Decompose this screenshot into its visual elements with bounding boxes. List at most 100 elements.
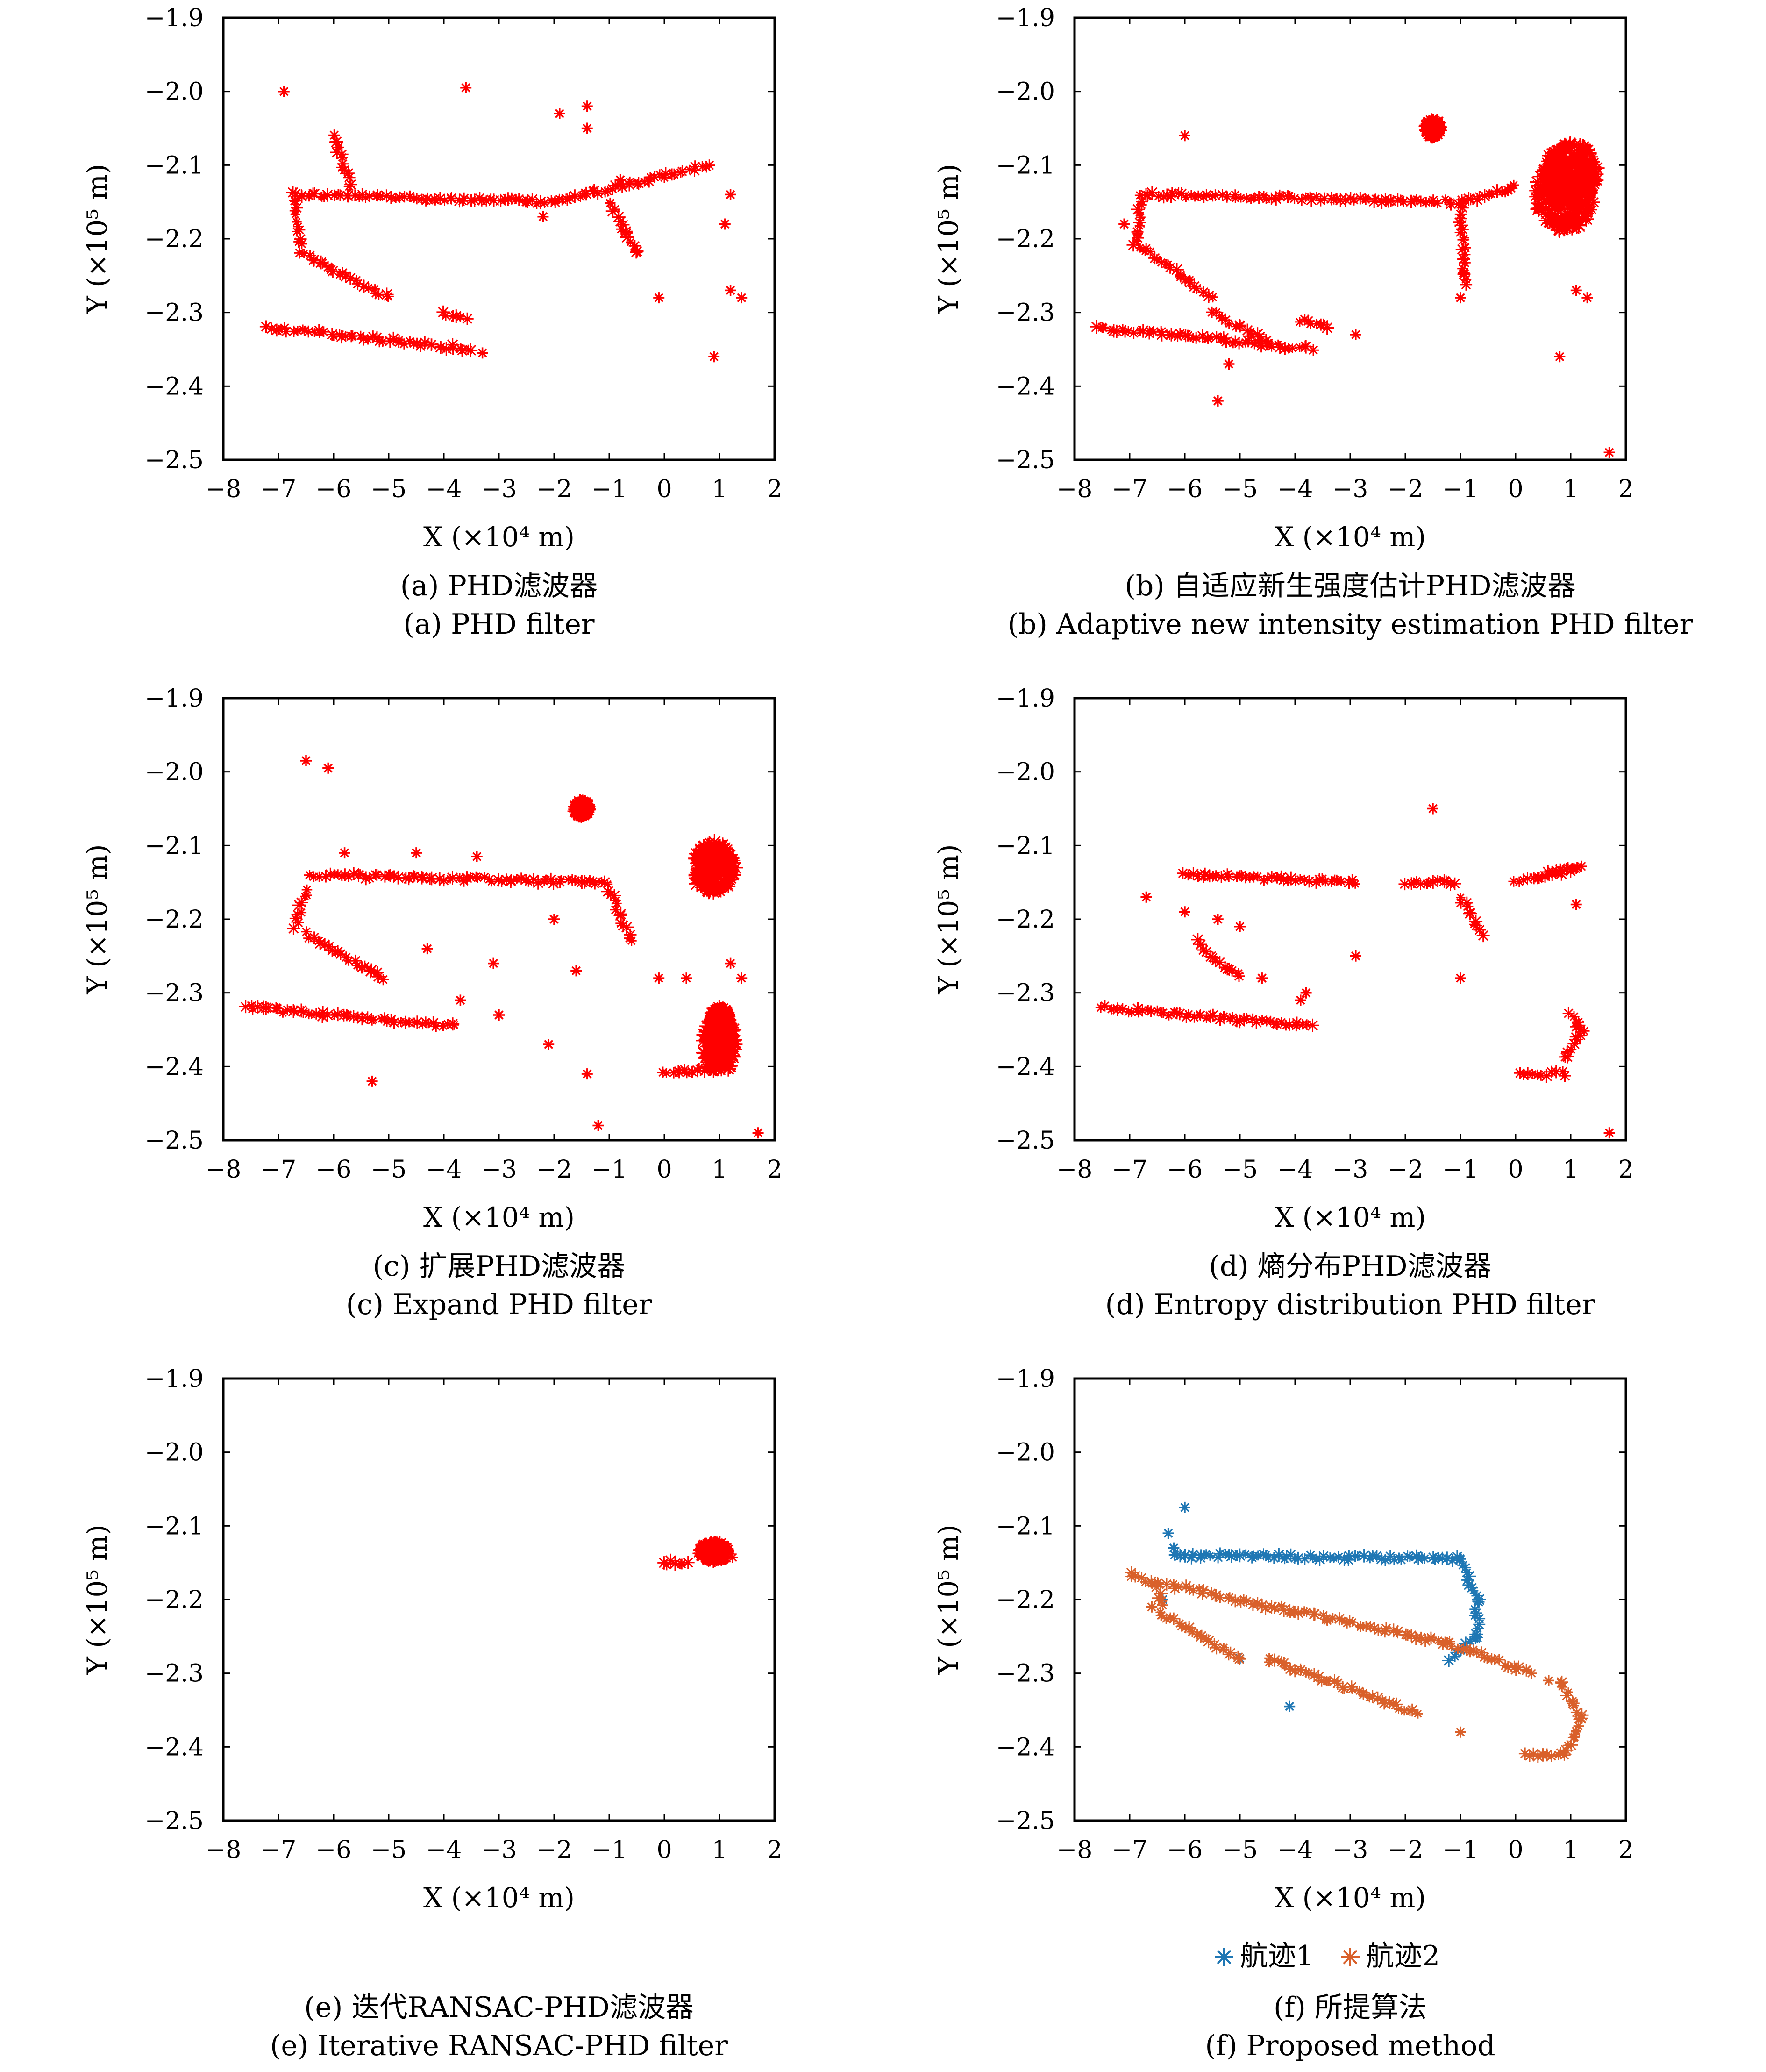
x-tick-label: −1 <box>591 1156 627 1184</box>
x-tick-label: −5 <box>1222 1836 1258 1864</box>
x-tick-label: −4 <box>426 475 462 503</box>
x-axis-label: X (×10⁴ m) <box>1275 1882 1426 1914</box>
x-tick-label: −2 <box>1388 1836 1424 1864</box>
x-tick-label: 0 <box>656 475 672 503</box>
caption-cn: (c) 扩展PHD滤波器 <box>373 1250 625 1283</box>
data-layer <box>657 1536 738 1571</box>
data-layer <box>1095 803 1615 1139</box>
chart-panel-e: −8 −7 −6 −5 −4 −3 −2 −1 0 1 2 −1.9 −2.0 −2.1 −2.2 −2.3 −… <box>81 1365 783 2062</box>
data-point <box>725 285 736 296</box>
y-tick-label: −2.4 <box>996 372 1055 400</box>
data-point <box>1543 1675 1554 1686</box>
legend: 航迹1 航迹2 <box>1215 1940 1440 1972</box>
data-track <box>1264 1653 1423 1719</box>
data-track <box>1126 195 1148 252</box>
x-tick-label: −8 <box>206 1156 242 1184</box>
data-point <box>736 972 748 984</box>
data-track <box>1177 867 1360 889</box>
y-axis-label: Y (×10⁵ m) <box>933 164 964 314</box>
y-axis-label: Y (×10⁵ m) <box>81 844 113 994</box>
data-point <box>543 1039 555 1050</box>
x-tick-label: −5 <box>371 475 407 503</box>
x-tick-label: −1 <box>1443 1156 1479 1184</box>
x-tick-label: −3 <box>1332 475 1368 503</box>
data-track <box>1540 860 1587 882</box>
x-tick-label: 1 <box>1563 1836 1578 1864</box>
series-1 <box>259 82 748 363</box>
data-point <box>322 762 334 774</box>
data-point <box>460 82 472 93</box>
y-axis-label: Y (×10⁵ m) <box>81 164 113 314</box>
data-track <box>1090 320 1319 356</box>
data-track <box>1134 186 1469 211</box>
data-point <box>1455 972 1466 984</box>
data-track <box>239 1000 460 1032</box>
data-point <box>708 351 720 363</box>
x-tick-label: −3 <box>1332 1156 1368 1184</box>
data-point <box>614 174 626 186</box>
x-tick-label: −5 <box>1222 475 1258 503</box>
data-layer <box>239 755 764 1139</box>
y-tick-label: −2.2 <box>996 225 1055 253</box>
y-tick-label: −2.0 <box>145 758 204 786</box>
y-tick-label: −2.3 <box>145 1660 204 1688</box>
y-tick-label: −2.1 <box>145 832 204 860</box>
y-tick-label: −2.4 <box>145 1733 204 1761</box>
x-tick-label: 1 <box>712 1156 727 1184</box>
data-track <box>294 247 394 302</box>
y-tick-label: −2.3 <box>996 299 1055 327</box>
x-tick-label: −5 <box>371 1156 407 1184</box>
data-cluster <box>1418 113 1447 144</box>
y-tick-label: −2.3 <box>145 299 204 327</box>
data-track <box>1191 933 1245 982</box>
data-point <box>725 189 736 200</box>
x-axis-label: X (×10⁴ m) <box>1275 1201 1426 1233</box>
data-point <box>1350 950 1361 962</box>
data-point <box>477 347 488 359</box>
y-tick-label: −2.1 <box>145 151 204 179</box>
caption-cn: (b) 自适应新生强度估计PHD滤波器 <box>1125 570 1575 602</box>
data-point <box>681 972 692 984</box>
data-point <box>1256 972 1268 984</box>
legend-marker <box>1215 1948 1233 1966</box>
data-point <box>1118 218 1130 230</box>
x-tick-label: −4 <box>426 1156 462 1184</box>
y-tick-label: −2.3 <box>996 1660 1055 1688</box>
data-point <box>1603 447 1615 458</box>
y-tick-label: −2.4 <box>145 1053 204 1081</box>
x-tick-label: 1 <box>712 475 727 503</box>
x-tick-label: −6 <box>316 1836 352 1864</box>
data-point <box>1140 891 1152 903</box>
data-track <box>605 197 644 259</box>
y-tick-label: −2.2 <box>145 1586 204 1614</box>
data-point <box>278 86 290 97</box>
data-point <box>1554 351 1566 363</box>
x-tick-label: −8 <box>1057 1836 1093 1864</box>
data-point <box>537 211 549 222</box>
chart-panel-c: −8 −7 −6 −5 −4 −3 −2 −1 0 1 2 −1.9 −2.0 −2.1 −2.2 −2.3 −… <box>81 685 783 1321</box>
data-track <box>328 129 357 192</box>
y-tick-label: −2.0 <box>145 78 204 106</box>
data-track <box>304 867 613 890</box>
data-cluster <box>693 1536 735 1568</box>
x-tick-label: 2 <box>1618 1156 1633 1184</box>
x-tick-label: −4 <box>1277 475 1313 503</box>
chart-panel-a: −8 −7 −6 −5 −4 −3 −2 −1 0 1 2 −1.9 −2.0 −2.1 −2.2 −2.3 −… <box>81 4 783 641</box>
x-tick-label: −8 <box>206 475 242 503</box>
y-tick-label: −2.5 <box>996 1807 1055 1835</box>
y-tick-label: −2.1 <box>145 1512 204 1540</box>
data-point <box>554 108 565 119</box>
x-tick-label: −7 <box>1112 475 1148 503</box>
data-track <box>1155 1610 1246 1665</box>
caption-cn: (f) 所提算法 <box>1274 1991 1427 2024</box>
data-track <box>601 885 637 946</box>
series-2 <box>1125 1566 1589 1763</box>
caption-cn: (a) PHD滤波器 <box>400 570 598 602</box>
y-tick-label: −1.9 <box>996 1365 1055 1393</box>
data-point <box>719 218 731 230</box>
x-tick-label: −1 <box>1443 1836 1479 1864</box>
caption-en: (d) Entropy distribution PHD filter <box>1105 1288 1595 1321</box>
data-track <box>301 926 389 986</box>
data-track <box>286 186 307 250</box>
